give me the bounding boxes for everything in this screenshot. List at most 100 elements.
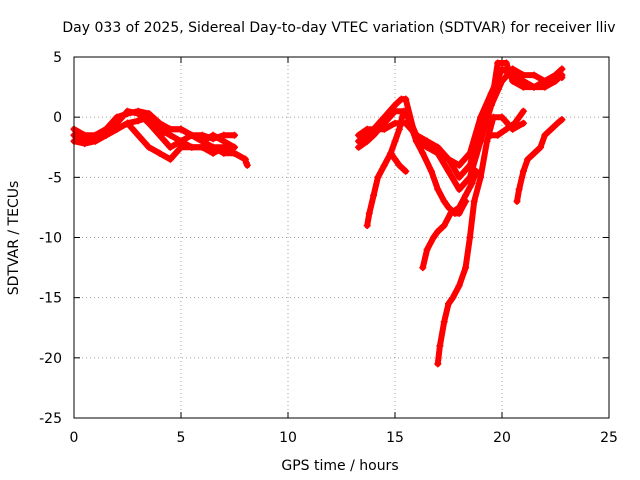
data-point-marker [198,143,206,151]
data-point-marker [387,149,395,157]
data-point-marker [380,125,388,133]
y-tick-label: -5 [48,170,62,186]
data-point-marker [455,203,463,211]
data-point-marker [145,143,153,151]
data-point-marker [487,101,495,109]
data-point-marker [363,222,371,229]
data-point-marker [455,173,463,181]
data-point-marker [434,360,442,368]
data-point-marker [91,131,99,139]
data-point-marker [519,77,527,85]
data-point-marker [177,143,185,151]
data-point-marker [220,131,228,139]
data-point-marker [209,149,217,157]
data-point-marker [198,137,206,145]
data-point-marker [502,59,510,67]
data-point-marker [427,167,435,175]
data-point-marker [530,83,538,91]
y-tick-label: 5 [53,50,62,66]
y-tick-label: -10 [39,231,62,247]
x-tick-label: 25 [600,430,618,446]
data-point-marker [166,131,174,139]
data-point-marker [102,125,110,133]
data-point-marker [489,113,497,121]
data-point-marker [402,107,410,115]
data-point-marker [440,222,448,229]
data-point-marker [434,149,442,157]
series-sat-m [434,114,527,367]
data-point-marker [552,71,559,79]
data-point-marker [423,246,431,253]
data-point-marker [391,101,399,109]
data-point-marker [391,107,399,115]
data-point-marker [477,137,485,145]
data-point-marker [502,125,510,133]
data-point-marker [81,140,89,148]
data-point-marker [519,83,527,91]
data-point-marker [519,71,527,79]
data-point-marker [363,131,371,139]
data-point-marker [402,167,410,175]
data-point-marker [455,185,463,193]
data-point-marker [355,137,363,145]
data-point-marker [524,155,532,163]
data-point-marker [445,203,452,211]
data-point-marker [156,131,164,139]
data-point-marker [445,300,452,308]
data-point-marker [455,282,463,290]
data-point-marker [447,209,455,217]
data-point-marker [494,59,502,67]
data-point-marker [134,131,142,139]
data-point-marker [402,95,410,103]
data-point-marker [395,125,403,133]
data-point-marker [419,264,427,272]
data-point-marker [440,197,448,205]
data-point-marker [558,65,566,73]
data-point-marker [177,137,185,145]
data-point-marker [412,137,420,145]
data-point-marker [134,107,142,115]
plot-area [70,59,566,368]
data-point-marker [519,107,527,115]
data-point-marker [102,131,110,139]
series-sat-i [387,150,409,175]
data-point-marker [440,318,448,326]
data-point-marker [231,131,238,139]
x-tick-label: 20 [493,430,511,446]
data-point-marker [166,155,174,163]
data-point-marker [430,234,437,241]
data-point-marker [370,191,378,199]
y-tick-label: 0 [53,110,62,126]
data-point-marker [380,119,388,127]
data-point-marker [220,137,228,145]
data-point-marker [209,143,217,151]
data-point-marker [113,113,121,121]
plot-frame [73,56,610,419]
data-point-marker [124,119,131,127]
data-point-marker [530,71,538,79]
data-point-marker [374,173,382,181]
data-point-marker [455,161,463,169]
data-point-marker [558,116,566,124]
y-tick-label: -20 [39,351,62,367]
data-point-marker [511,119,519,127]
data-point-marker [483,137,491,145]
y-tick-label: -15 [39,291,62,307]
data-point-marker [188,143,196,151]
data-point-marker [124,110,131,118]
data-point-marker [498,77,506,85]
data-point-marker [445,167,452,175]
data-point-marker [241,155,249,163]
data-point-marker [436,342,444,350]
data-point-marker [231,149,238,157]
data-point-marker [177,125,185,133]
data-point-marker [209,135,217,143]
chart-title: Day 033 of 2025, Sidereal Day-to-day VTE… [62,20,615,36]
data-point-marker [156,149,164,157]
x-axis-label: GPS time / hours [281,458,398,474]
data-point-marker [363,137,371,145]
data-point-marker [188,131,196,139]
data-point-marker [558,74,566,81]
data-point-marker [509,77,517,85]
